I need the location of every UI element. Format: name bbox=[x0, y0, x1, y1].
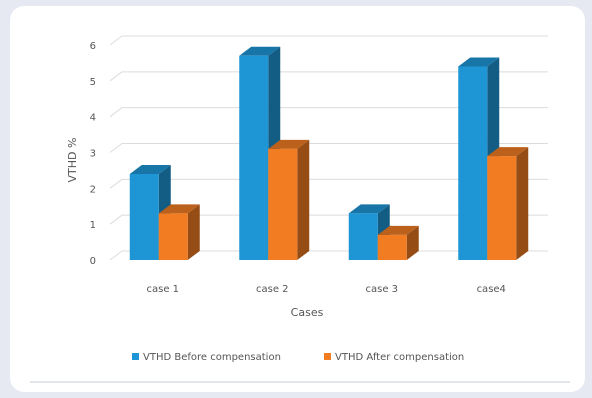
y-tick-label: 5 bbox=[90, 77, 96, 88]
y-axis-ticks: 0 1 2 3 4 5 6 bbox=[90, 41, 96, 267]
y-tick-label: 3 bbox=[90, 149, 96, 160]
bar-top bbox=[377, 225, 419, 235]
bar-front bbox=[487, 156, 517, 260]
x-tick-label: case 2 bbox=[256, 284, 289, 295]
y-axis-title: VTHD % bbox=[66, 138, 79, 183]
bar-front bbox=[129, 174, 159, 260]
gridline-depth bbox=[109, 250, 123, 261]
legend-label-before: VTHD Before compensation bbox=[143, 352, 281, 363]
bar-front bbox=[348, 213, 378, 260]
bar-front bbox=[158, 213, 188, 260]
bar-top bbox=[487, 147, 529, 157]
y-tick-label: 2 bbox=[90, 184, 96, 195]
bar-front bbox=[377, 234, 407, 260]
bar-front bbox=[458, 66, 488, 260]
legend-swatch-before bbox=[132, 353, 139, 360]
x-tick-label: case4 bbox=[477, 284, 506, 295]
gridline-depth bbox=[109, 71, 123, 82]
bar-side bbox=[516, 147, 529, 260]
bar-side bbox=[297, 139, 310, 260]
legend-swatch-after bbox=[324, 353, 331, 360]
bar-top bbox=[268, 139, 310, 149]
bar-top bbox=[239, 46, 281, 56]
legend-label-after: VTHD After compensation bbox=[335, 352, 464, 363]
x-axis-ticks: case 1 case 2 case 3 case4 bbox=[146, 284, 505, 295]
bar-top bbox=[158, 204, 200, 214]
gridline-depth bbox=[109, 107, 123, 118]
y-tick-label: 0 bbox=[90, 256, 96, 267]
bar bbox=[268, 139, 310, 260]
bar bbox=[158, 204, 200, 260]
bar bbox=[377, 225, 419, 260]
bars bbox=[129, 46, 529, 260]
bar-side bbox=[187, 204, 200, 260]
bar-top bbox=[348, 204, 390, 214]
legend: VTHD Before compensation VTHD After comp… bbox=[132, 352, 464, 363]
gridline-depth bbox=[109, 35, 123, 46]
bar-front bbox=[268, 148, 298, 260]
gridline-depth bbox=[109, 143, 123, 153]
x-axis-title: Cases bbox=[291, 306, 324, 319]
y-tick-label: 4 bbox=[90, 113, 96, 124]
x-tick-label: case 1 bbox=[146, 284, 179, 295]
bar bbox=[487, 147, 529, 260]
y-tick-label: 1 bbox=[90, 220, 96, 231]
bar-top bbox=[458, 57, 500, 67]
bar-top bbox=[129, 165, 171, 174]
bar-side bbox=[406, 225, 419, 260]
x-tick-label: case 3 bbox=[365, 284, 398, 295]
gridline-depth bbox=[109, 178, 123, 189]
y-tick-label: 6 bbox=[90, 41, 96, 52]
bar-front bbox=[239, 55, 269, 260]
gridline-depth bbox=[109, 214, 123, 225]
card-divider bbox=[30, 381, 570, 383]
